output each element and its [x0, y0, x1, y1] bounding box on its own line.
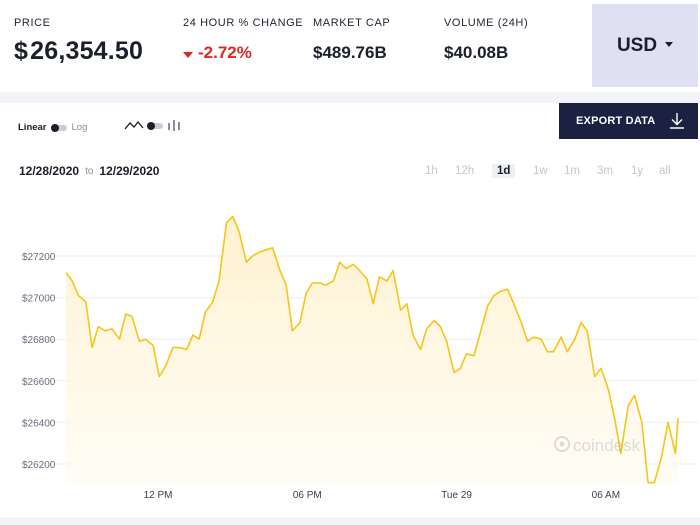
scale-switch[interactable] — [50, 123, 67, 132]
date-to-label: to — [85, 165, 94, 177]
chart-type-toggle[interactable] — [124, 119, 181, 133]
change-label: 24 HOUR % CHANGE — [183, 17, 304, 29]
price-value: $26,354.50 — [14, 37, 143, 66]
stats-header: PRICE $26,354.50 24 HOUR % CHANGE -2.72%… — [0, 0, 700, 92]
bottom-border — [0, 517, 700, 525]
change-percent: -2.72% — [198, 43, 252, 62]
scale-toggle[interactable]: Linear Log — [18, 122, 87, 133]
market-cap-label: MARKET CAP — [313, 17, 391, 29]
volume-value: $40.08B — [444, 43, 509, 62]
currency-selected: USD — [616, 34, 658, 56]
timeframe-1y[interactable]: 1y — [631, 165, 644, 177]
date-to[interactable]: 12/29/2020 — [99, 164, 160, 178]
candlestick-icon[interactable] — [167, 119, 181, 133]
price-stat: PRICE $26,354.50 — [14, 17, 143, 66]
chevron-down-icon — [665, 42, 674, 47]
scale-log-label[interactable]: Log — [71, 122, 88, 133]
timeframe-1d[interactable]: 1d — [492, 164, 516, 178]
download-icon — [670, 113, 684, 129]
export-data-button[interactable]: EXPORT DATA — [559, 103, 698, 139]
currency-dropdown[interactable]: USD — [592, 4, 698, 87]
market-cap-value: $489.76B — [313, 43, 387, 62]
market-cap-stat: MARKET CAP $489.76B — [313, 17, 390, 63]
timeframe-1h[interactable]: 1h — [425, 165, 438, 177]
volume-stat: VOLUME (24H) $40.08B — [444, 17, 528, 63]
timeframe-1m[interactable]: 1m — [564, 165, 580, 177]
price-amount: 26,354.50 — [30, 37, 144, 65]
change-value: -2.72% — [183, 43, 303, 63]
timeframe-12h[interactable]: 12h — [455, 165, 475, 177]
date-from[interactable]: 12/28/2020 — [19, 164, 80, 178]
timeframe-all[interactable]: all — [659, 165, 671, 177]
line-chart-icon[interactable] — [124, 120, 144, 132]
timeframe-3m[interactable]: 3m — [597, 165, 613, 177]
timeframe-1w[interactable]: 1w — [533, 165, 548, 177]
date-range[interactable]: 12/28/2020 to 12/29/2020 — [19, 164, 159, 178]
chart-panel: Linear Log EXPORT DATA 12/28/2020 to 12/… — [0, 103, 700, 517]
export-data-label: EXPORT DATA — [576, 115, 656, 127]
price-label: PRICE — [14, 17, 51, 29]
down-arrow-icon — [183, 51, 193, 58]
scale-linear-label[interactable]: Linear — [18, 122, 47, 133]
volume-label: VOLUME (24H) — [444, 17, 529, 29]
chart-type-switch[interactable] — [147, 122, 163, 130]
change-stat: 24 HOUR % CHANGE -2.72% — [183, 17, 303, 63]
currency-symbol: $ — [14, 37, 29, 65]
